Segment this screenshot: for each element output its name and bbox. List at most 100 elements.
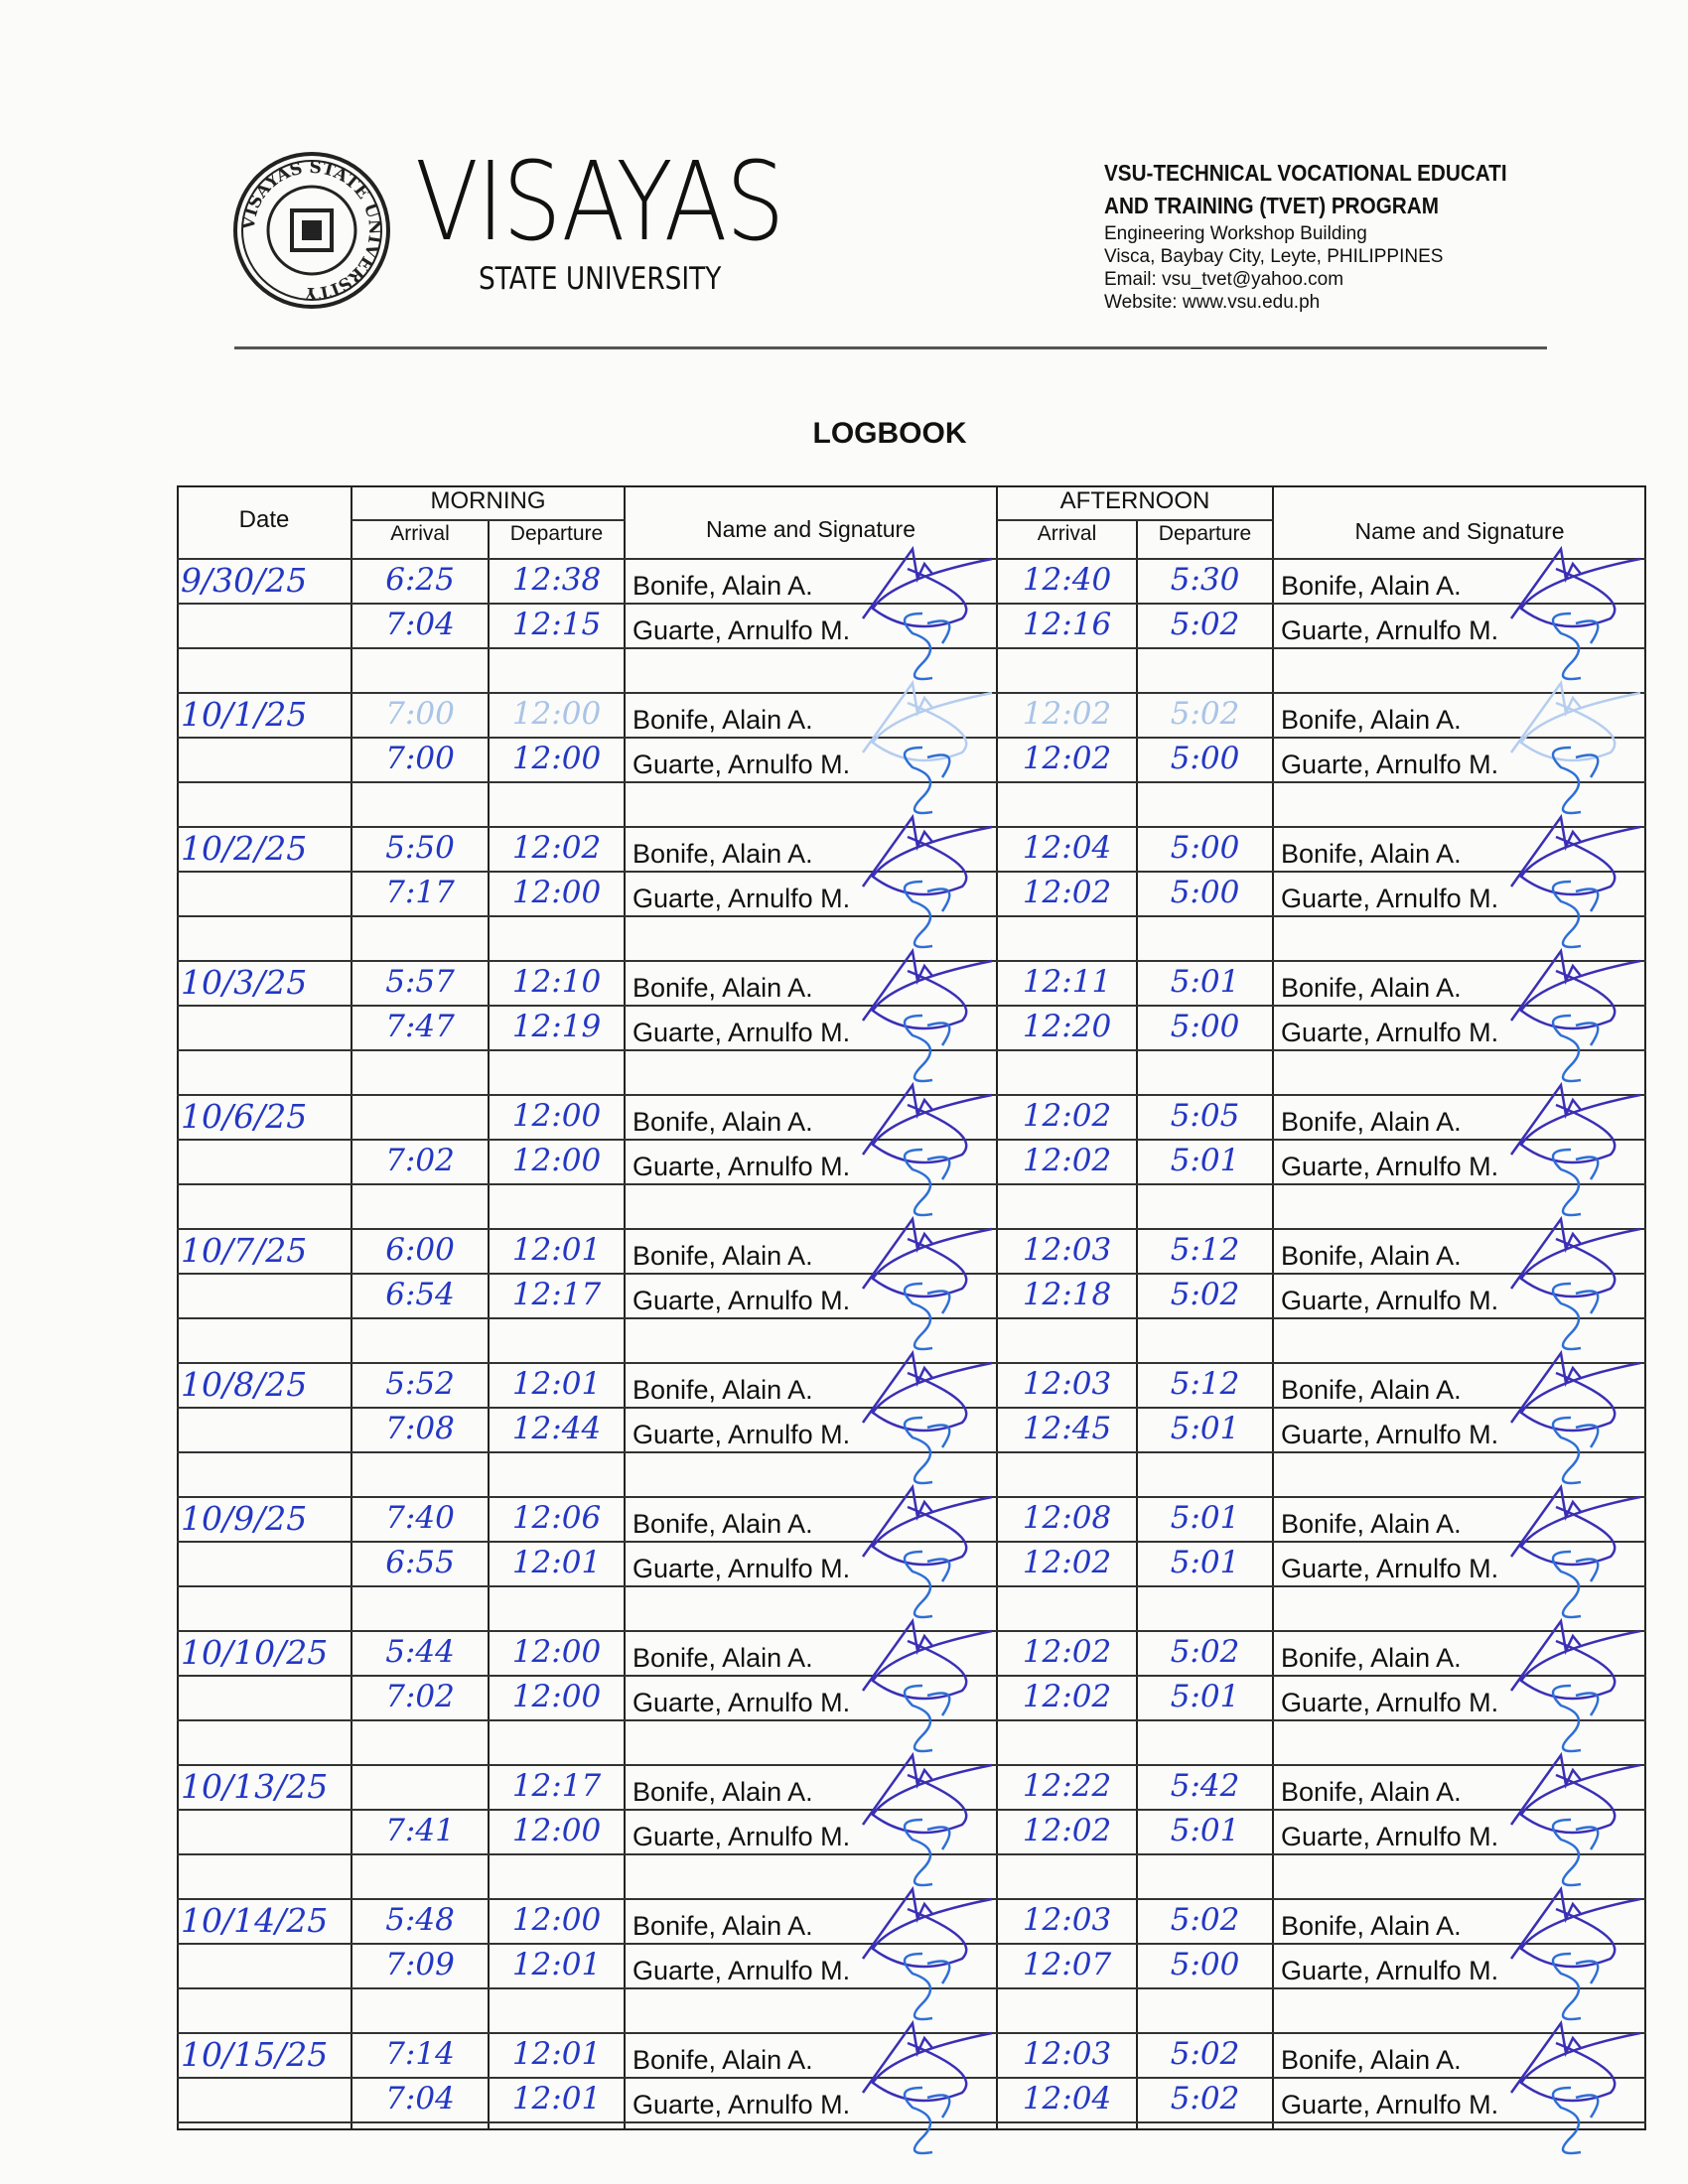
- morning-arrival-time: 6:55: [385, 1545, 455, 1580]
- org-info: VSU-TECHNICAL VOCATIONAL EDUCATI AND TRA…: [1104, 157, 1660, 314]
- morning-departure-time: 12:01: [511, 1545, 602, 1580]
- afternoon-departure-time: 5:01: [1170, 1500, 1240, 1536]
- afternoon-arrival-time: 12:18: [1022, 1277, 1112, 1312]
- signature-guarte: [903, 1416, 951, 1485]
- row-divider: [177, 1094, 1646, 1096]
- name-afternoon: Bonife, Alain A.: [1281, 1375, 1462, 1405]
- morning-arrival-time: 7:09: [385, 1947, 455, 1982]
- signature-guarte: [1551, 746, 1600, 815]
- row-divider: [177, 1898, 1646, 1900]
- morning-departure-time: 12:10: [511, 964, 602, 1000]
- name-morning: Bonife, Alain A.: [633, 839, 813, 869]
- afternoon-departure-time: 5:01: [1170, 1813, 1240, 1848]
- header-date: Date: [238, 506, 290, 533]
- afternoon-departure-time: 5:02: [1170, 2081, 1240, 2116]
- page-title: LOGBOOK: [812, 417, 967, 450]
- name-afternoon: Bonife, Alain A.: [1281, 1777, 1462, 1807]
- name-afternoon: Guarte, Arnulfo M.: [1281, 750, 1499, 779]
- signature-guarte: [1551, 1148, 1600, 1217]
- row-divider: [177, 1139, 1646, 1141]
- morning-arrival-time: 7:40: [385, 1500, 455, 1536]
- row-divider: [177, 1183, 1646, 1185]
- signature-guarte: [1551, 1014, 1600, 1083]
- signature-guarte: [1551, 1818, 1600, 1887]
- row-divider: [177, 2032, 1646, 2034]
- row-divider: [177, 1853, 1646, 1855]
- row-divider: [177, 826, 1646, 828]
- name-morning: Bonife, Alain A.: [633, 705, 813, 735]
- name-morning: Bonife, Alain A.: [633, 1107, 813, 1137]
- name-afternoon: Bonife, Alain A.: [1281, 705, 1462, 735]
- morning-departure-time: 12:00: [511, 1813, 602, 1848]
- name-morning: Guarte, Arnulfo M.: [633, 1956, 851, 1985]
- name-afternoon: Bonife, Alain A.: [1281, 973, 1462, 1003]
- name-afternoon: Guarte, Arnulfo M.: [1281, 615, 1499, 645]
- morning-arrival-time: 7:00: [385, 741, 455, 776]
- row-divider: [177, 737, 1646, 739]
- entry-date: 10/6/25: [181, 1097, 308, 1136]
- afternoon-departure-time: 5:01: [1170, 1545, 1240, 1580]
- afternoon-departure-time: 5:42: [1170, 1768, 1240, 1804]
- afternoon-arrival-time: 12:02: [1022, 1143, 1112, 1178]
- morning-arrival-time: 7:14: [385, 2036, 455, 2072]
- name-afternoon: Guarte, Arnulfo M.: [1281, 1554, 1499, 1583]
- name-morning: Guarte, Arnulfo M.: [633, 1420, 851, 1449]
- morning-arrival-time: 6:54: [385, 1277, 455, 1312]
- name-afternoon: Guarte, Arnulfo M.: [1281, 1956, 1499, 1985]
- name-morning: Bonife, Alain A.: [633, 2045, 813, 2075]
- afternoon-arrival-time: 12:02: [1022, 1098, 1112, 1134]
- entry-date: 10/8/25: [181, 1365, 308, 1404]
- name-afternoon: Guarte, Arnulfo M.: [1281, 1018, 1499, 1047]
- morning-arrival-time: 7:02: [385, 1143, 455, 1178]
- row-divider: [177, 781, 1646, 783]
- header-afternoon-departure: Departure: [1158, 522, 1252, 545]
- morning-departure-time: 12:17: [511, 1277, 602, 1312]
- row-divider: [177, 1541, 1646, 1543]
- entry-date: 10/15/25: [181, 2035, 329, 2074]
- name-afternoon: Bonife, Alain A.: [1281, 2045, 1462, 2075]
- entry-date: 10/7/25: [181, 1231, 308, 1270]
- name-morning: Guarte, Arnulfo M.: [633, 884, 851, 913]
- signature-guarte: [903, 1148, 951, 1217]
- signature-guarte: [1551, 880, 1600, 949]
- signature-guarte: [903, 1684, 951, 1753]
- address-line-2: Visca, Baybay City, Leyte, PHILIPPINES: [1104, 246, 1444, 267]
- row-divider: [177, 1585, 1646, 1587]
- morning-arrival-time: 5:52: [385, 1366, 455, 1402]
- name-morning: Bonife, Alain A.: [633, 973, 813, 1003]
- name-morning: Bonife, Alain A.: [633, 1777, 813, 1807]
- entry-date: 9/30/25: [181, 561, 308, 600]
- morning-arrival-time: 6:00: [385, 1232, 455, 1268]
- header-afternoon: AFTERNOON: [1059, 487, 1210, 514]
- morning-departure-time: 12:00: [511, 875, 602, 910]
- morning-departure-time: 12:01: [511, 1947, 602, 1982]
- university-seal-logo: VISAYAS STATE UNIVERSITY: [233, 152, 390, 309]
- afternoon-departure-time: 5:01: [1170, 1679, 1240, 1714]
- name-afternoon: Bonife, Alain A.: [1281, 1107, 1462, 1137]
- morning-departure-time: 12:44: [511, 1411, 602, 1446]
- name-morning: Guarte, Arnulfo M.: [633, 1018, 851, 1047]
- morning-departure-time: 12:17: [511, 1768, 602, 1804]
- entry-date: 10/13/25: [181, 1767, 329, 1806]
- entry-date: 10/2/25: [181, 829, 308, 868]
- name-afternoon: Bonife, Alain A.: [1281, 1911, 1462, 1941]
- header-name-signature-afternoon: Name and Signature: [1354, 518, 1565, 544]
- morning-departure-time: 12:00: [511, 741, 602, 776]
- signature-guarte: [1551, 1684, 1600, 1753]
- name-afternoon: Guarte, Arnulfo M.: [1281, 1688, 1499, 1717]
- org-line-1: VSU-TECHNICAL VOCATIONAL EDUCATI: [1104, 160, 1507, 186]
- afternoon-departure-time: 5:02: [1170, 1902, 1240, 1938]
- afternoon-departure-time: 5:12: [1170, 1232, 1240, 1268]
- row-divider: [177, 1719, 1646, 1721]
- signature-guarte: [903, 1818, 951, 1887]
- row-divider: [177, 1005, 1646, 1007]
- entry-date: 10/10/25: [181, 1633, 329, 1672]
- morning-arrival-time: 7:04: [385, 607, 455, 642]
- morning-departure-time: 12:06: [511, 1500, 602, 1536]
- name-morning: Guarte, Arnulfo M.: [633, 1286, 851, 1315]
- row-divider: [177, 960, 1646, 962]
- afternoon-departure-time: 5:00: [1170, 1009, 1240, 1044]
- morning-arrival-time: 7:00: [385, 696, 455, 732]
- afternoon-departure-time: 5:00: [1170, 830, 1240, 866]
- column-divider: [488, 521, 490, 2130]
